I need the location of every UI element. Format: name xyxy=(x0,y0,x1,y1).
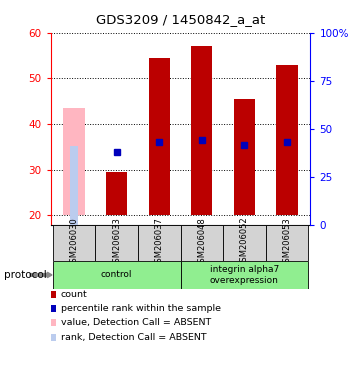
Bar xyxy=(277,65,298,215)
Text: GSM206052: GSM206052 xyxy=(240,217,249,268)
Text: rank, Detection Call = ABSENT: rank, Detection Call = ABSENT xyxy=(61,333,206,342)
Text: control: control xyxy=(101,270,132,280)
Bar xyxy=(180,225,223,261)
Text: GSM206053: GSM206053 xyxy=(283,217,292,268)
Bar xyxy=(223,225,266,261)
Bar xyxy=(106,172,127,215)
Text: GSM206033: GSM206033 xyxy=(112,217,121,268)
Text: percentile rank within the sample: percentile rank within the sample xyxy=(61,304,221,313)
Bar xyxy=(138,225,180,261)
Bar xyxy=(148,58,170,215)
Text: protocol: protocol xyxy=(4,270,46,280)
Bar xyxy=(180,261,308,289)
Text: GSM206037: GSM206037 xyxy=(155,217,164,268)
Bar xyxy=(266,225,308,261)
Text: GSM206048: GSM206048 xyxy=(197,217,206,268)
Text: integrin alpha7
overexpression: integrin alpha7 overexpression xyxy=(210,265,279,285)
Bar xyxy=(95,225,138,261)
Text: GSM206030: GSM206030 xyxy=(69,217,78,268)
Bar xyxy=(53,225,95,261)
Bar xyxy=(70,146,78,225)
Text: GDS3209 / 1450842_a_at: GDS3209 / 1450842_a_at xyxy=(96,13,265,26)
Bar xyxy=(234,99,255,215)
Bar xyxy=(53,261,180,289)
Bar xyxy=(191,46,213,215)
Bar xyxy=(63,108,84,215)
Text: count: count xyxy=(61,290,87,299)
Text: value, Detection Call = ABSENT: value, Detection Call = ABSENT xyxy=(61,318,211,328)
